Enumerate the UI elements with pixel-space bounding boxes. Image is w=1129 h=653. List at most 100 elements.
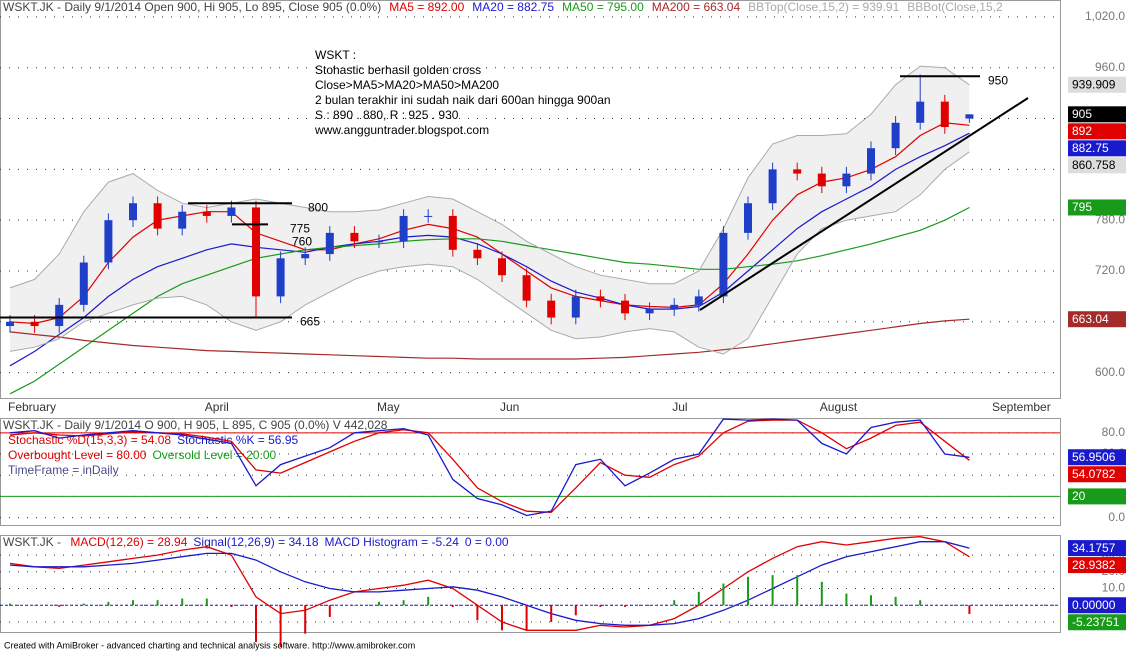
- legend-entry: MA200 = 663.04: [652, 0, 741, 14]
- histogram-bar: [353, 605, 356, 606]
- footer: Created with AmiBroker - advanced charti…: [4, 640, 415, 650]
- x-tick-label: Jul: [672, 400, 687, 414]
- header-title: WSKT.JK -: [3, 535, 64, 549]
- histogram-bar: [574, 605, 577, 616]
- series-line: [9, 541, 970, 626]
- panel-header: WSKT.JK - Daily 9/1/2014 Open 900, Hi 90…: [3, 0, 1003, 14]
- histogram-bar: [525, 605, 528, 631]
- panel: [0, 535, 1061, 633]
- candle-body: [448, 215, 457, 250]
- level-label: 760: [292, 234, 312, 248]
- histogram-bar: [378, 601, 380, 606]
- candle-body: [891, 122, 900, 149]
- candle-body: [202, 211, 211, 216]
- series-line: [9, 206, 970, 395]
- series-line: [9, 151, 970, 355]
- value-box-label: 939.909: [1072, 77, 1116, 91]
- candle-body: [940, 101, 949, 128]
- timeframe-label: TimeFrame = inDaily: [8, 463, 119, 477]
- legend-entry: BBBot(Close,15,2: [907, 0, 1003, 14]
- histogram-bar: [279, 605, 282, 648]
- histogram-bar: [304, 605, 307, 634]
- candle-body: [547, 300, 556, 318]
- candle-body: [744, 203, 752, 233]
- x-tick-label: Jun: [500, 400, 519, 414]
- candle-body: [129, 203, 137, 221]
- histogram-bar: [33, 605, 36, 606]
- candle-body: [694, 296, 703, 305]
- candle-body: [670, 304, 679, 310]
- histogram-bar: [501, 605, 503, 631]
- histogram-bar: [328, 605, 331, 617]
- histogram-bar: [599, 605, 602, 607]
- legend-entry: Signal(12,26,9) = 34.18: [193, 535, 318, 549]
- value-box: [1068, 106, 1126, 123]
- histogram-bar: [820, 581, 823, 606]
- series-line: [9, 122, 970, 325]
- value-box: [1068, 76, 1126, 93]
- candle-body: [571, 296, 580, 318]
- histogram-bar: [894, 596, 897, 606]
- trend-line: [699, 97, 1029, 311]
- candle-body: [301, 254, 310, 259]
- candle-body: [79, 262, 88, 305]
- legend-entry: BBTop(Close,15,2) = 939.91: [748, 0, 899, 14]
- candle-body: [473, 249, 482, 259]
- candle-body: [153, 203, 162, 229]
- histogram-bar: [156, 600, 159, 606]
- series-line: [9, 418, 970, 517]
- panel: [0, 418, 1061, 526]
- histogram-bar: [181, 598, 184, 606]
- value-box-label: 34.1757: [1072, 541, 1116, 555]
- value-box-label: 0.00000: [1072, 598, 1116, 612]
- histogram-bar: [451, 605, 454, 607]
- value-box-label: 28.9382: [1072, 558, 1116, 572]
- value-box: [1068, 157, 1126, 174]
- value-box-label: 663.04: [1072, 312, 1109, 326]
- value-box: [1068, 597, 1126, 614]
- note-line: Stohastic berhasil golden cross: [315, 63, 481, 77]
- value-box: [1068, 557, 1126, 574]
- x-tick-label: February: [8, 400, 56, 414]
- series-line: [9, 132, 970, 367]
- x-tick-label: August: [820, 400, 858, 414]
- histogram-bar: [230, 605, 233, 607]
- legend-entry: MA50 = 795.00: [562, 0, 644, 14]
- candle-body: [276, 258, 285, 297]
- histogram-bar: [673, 600, 676, 606]
- legend-entry: MACD(12,26) = 28.94: [70, 535, 187, 549]
- level-label: 775: [290, 222, 310, 236]
- series-line: [9, 536, 970, 631]
- value-box-label: 56.9506: [1072, 450, 1116, 464]
- value-box: [1068, 140, 1126, 157]
- histogram-bar: [648, 605, 651, 606]
- note-line: Close>MA5>MA20>MA50>MA200: [315, 78, 499, 92]
- value-box-label: 795: [1072, 200, 1092, 214]
- candle-body: [6, 321, 14, 327]
- value-box: [1068, 449, 1126, 466]
- legend-entry: MACD Histogram = -5.24: [325, 535, 460, 549]
- series-line: [9, 65, 970, 289]
- legend-entry: MA5 = 892.00: [389, 0, 464, 14]
- histogram-bar: [82, 603, 85, 606]
- histogram-bar: [845, 593, 848, 606]
- histogram-bar: [968, 605, 971, 615]
- note-line: 2 bulan terakhir ini sudah naik dari 600…: [315, 93, 611, 107]
- value-box-label: 20: [1072, 489, 1086, 503]
- histogram-bar: [919, 600, 922, 606]
- legend-entry: Stochastic %D(15,3,3) = 54.08: [8, 433, 171, 447]
- histogram-bar: [943, 605, 946, 606]
- histogram-bar: [476, 605, 479, 621]
- candle-body: [596, 296, 605, 301]
- histogram-bar: [255, 605, 257, 643]
- histogram-bar: [58, 605, 61, 607]
- value-box: [1068, 199, 1126, 216]
- candle-body: [178, 211, 187, 229]
- x-tick-label: May: [377, 400, 400, 414]
- series-line: [9, 318, 970, 360]
- candle-body: [867, 148, 875, 174]
- candle-body: [399, 215, 408, 242]
- y-tick-label: 780.0: [1095, 212, 1125, 226]
